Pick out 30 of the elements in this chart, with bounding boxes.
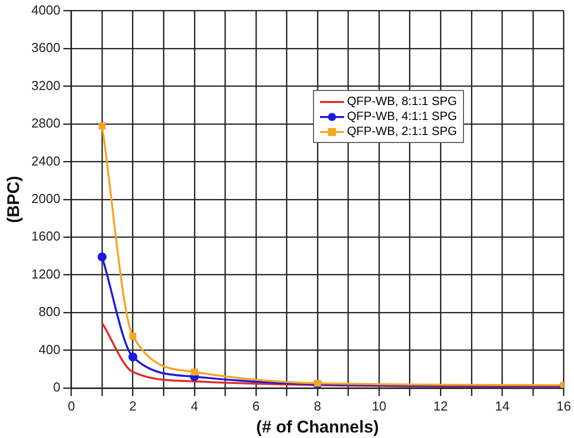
x-tick-label: 14 [494, 398, 510, 414]
y-tick-label: 2800 [31, 116, 60, 131]
y-tick-label: 2000 [31, 190, 60, 206]
y-tick-label: 3600 [31, 40, 60, 56]
y-tick-label: 3200 [31, 78, 60, 93]
point [98, 252, 107, 262]
y-tick-label: 0 [53, 380, 60, 395]
y-tick-label: 400 [38, 342, 60, 357]
x-tick-label: 2 [129, 398, 136, 414]
y-tick-label: 2400 [31, 153, 60, 168]
y-tick-label: 4000 [31, 2, 60, 18]
x-tick-label: 0 [68, 398, 75, 414]
y-tick-label: 1600 [31, 228, 60, 244]
legend-label: QFP-WB, 4:1:1 SPG [346, 109, 457, 124]
y-tick-label: 1200 [31, 266, 60, 282]
x-axis-title: (# of Channels) [256, 417, 379, 436]
point [129, 332, 136, 340]
legend-label: QFP-WB, 8:1:1 SPG [346, 94, 457, 109]
legend-label: QFP-WB, 2:1:1 SPG [346, 124, 457, 139]
x-tick-label: 10 [372, 398, 386, 414]
point [190, 368, 198, 376]
point [128, 352, 138, 362]
x-tick-label: 6 [252, 398, 260, 414]
x-tick-label: 16 [556, 398, 572, 414]
x-tick-label: 12 [433, 398, 448, 414]
point [98, 122, 106, 130]
x-tick-label: 8 [314, 398, 322, 414]
y-tick-label: 800 [38, 304, 60, 320]
y-axis-title: (BPC) [4, 176, 23, 224]
x-tick-label: 4 [190, 398, 198, 414]
